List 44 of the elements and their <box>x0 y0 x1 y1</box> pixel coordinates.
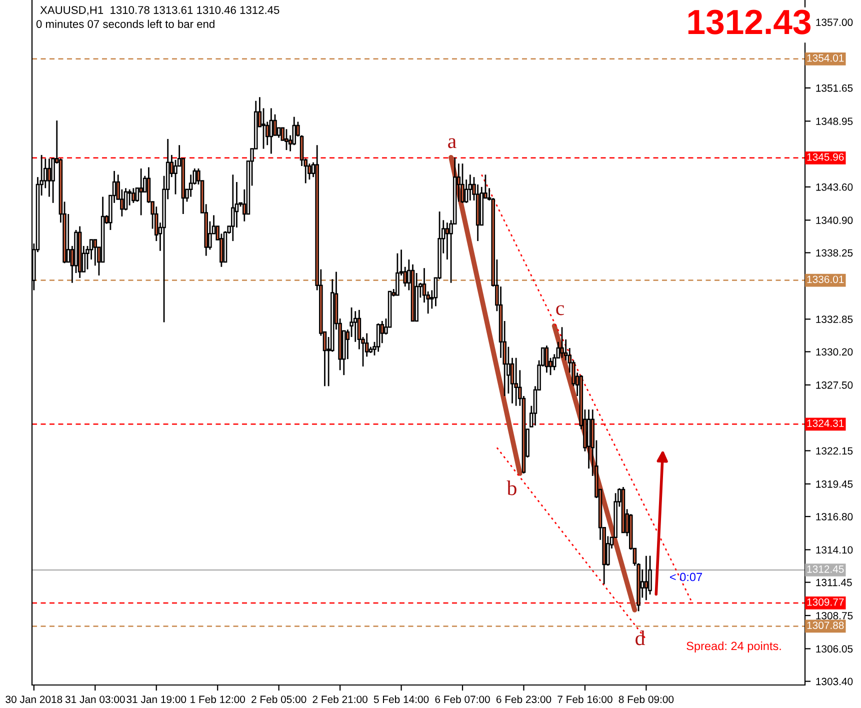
y-tick-label: 1306.05 <box>816 645 853 653</box>
y-tick-label: 1357.00 <box>816 18 853 26</box>
y-tick-label: 1311.45 <box>816 578 852 586</box>
annotation: d <box>636 630 645 646</box>
y-tick-label: 1319.45 <box>816 480 853 488</box>
x-tick-label: 2 Feb 05:00 <box>252 695 306 704</box>
y-tick-label: 1314.10 <box>816 546 853 554</box>
ref-line-label: 1307.88 <box>807 622 844 630</box>
x-tick-label: 8 Feb 09:00 <box>618 695 674 704</box>
ref-line-label: 1336.01 <box>807 276 844 284</box>
x-tick-label: 31 Jan 03:00 <box>65 696 125 704</box>
x-tick-label: 6 Feb 23:00 <box>496 695 552 704</box>
x-tick-label: 1 Feb 12:00 <box>190 695 245 704</box>
text: 0 minutes 07 seconds left to bar end <box>36 20 214 28</box>
y-tick-label: 1340.90 <box>816 216 853 224</box>
y-tick-label: 1322.15 <box>816 447 853 455</box>
x-tick-label: 2 Feb 21:00 <box>312 695 368 704</box>
ref-line-label: 1309.77 <box>807 598 844 606</box>
annotation: < 0:07 <box>670 572 702 582</box>
ref-line-label: 1312.45 <box>807 565 844 573</box>
annotation: b <box>506 480 516 496</box>
y-tick-label: 1343.60 <box>816 183 853 191</box>
annotation: Spread: 24 points. <box>686 641 781 653</box>
ref-line-label: 1354.01 <box>807 54 844 62</box>
y-tick-label: 1308.75 <box>816 612 853 620</box>
chart-title: XAUUSD,H1 1310.78 1313.61 1310.46 1312.45 <box>40 6 280 16</box>
y-tick-label: 1338.25 <box>816 249 853 257</box>
annotation: 1312.43 <box>688 10 811 34</box>
x-tick-label: 6 Feb 07:00 <box>435 695 490 704</box>
ref-line-label: 1324.31 <box>807 420 844 427</box>
y-tick-label: 1332.85 <box>816 316 853 324</box>
y-tick-label: 1330.20 <box>816 348 853 356</box>
x-tick-label: 31 Jan 19:00 <box>126 696 186 704</box>
y-tick-label: 1316.80 <box>816 513 853 520</box>
x-tick-label: 30 Jan 2018 <box>6 696 62 704</box>
y-tick-label: 1327.50 <box>816 381 853 389</box>
ref-line-label: 1345.96 <box>807 153 844 161</box>
annotation: c <box>556 305 564 316</box>
y-tick-label: 1348.95 <box>816 118 853 126</box>
y-tick-label: 1303.40 <box>816 678 853 686</box>
annotation: a <box>448 138 456 148</box>
x-tick-label: 7 Feb 16:00 <box>558 695 612 704</box>
x-tick-label: 5 Feb 14:00 <box>374 695 429 704</box>
y-tick-label: 1351.65 <box>816 84 853 92</box>
